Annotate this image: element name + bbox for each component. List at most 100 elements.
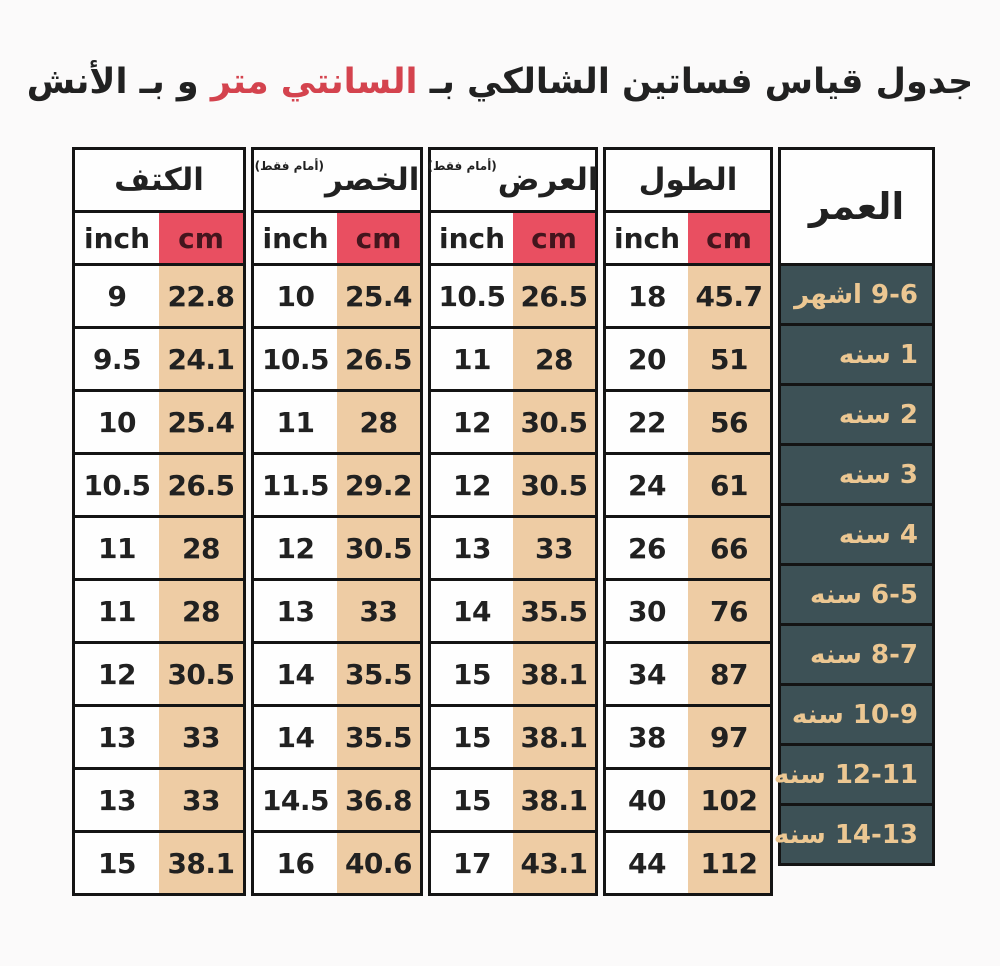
table-row: 34 87 <box>606 641 770 704</box>
cell-shoulder-cm: 28 <box>159 581 243 641</box>
table-row: 13 33 <box>75 704 243 767</box>
table-row: 44 112 <box>606 830 770 893</box>
cell-width-cm: 33 <box>513 518 595 578</box>
unit-header-row-waist: inch cm <box>254 213 420 263</box>
cell-waist-inch: 11.5 <box>261 468 330 502</box>
cell-length-cm: 56 <box>688 392 770 452</box>
unit-header-cm: cm <box>513 213 595 263</box>
table-row: 15 38.1 <box>431 767 595 830</box>
cell-shoulder-cm: 22.8 <box>159 266 243 326</box>
unit-header-cm: cm <box>337 213 420 263</box>
cell-length-inch: 24 <box>628 468 666 502</box>
cell-shoulder-cm: 33 <box>159 770 243 830</box>
cell-width-cm: 30.5 <box>513 392 595 452</box>
cell-width-inch: 12 <box>453 405 491 439</box>
cell-age: 3 سنه <box>781 443 932 503</box>
table-row: 13 33 <box>254 578 420 641</box>
column-group-waist: الخصر (أمام فقط) inch cm 10 25.4 10.5 26.5 11 28 1… <box>251 147 423 896</box>
group-note-width: (أمام فقط) <box>427 159 497 173</box>
cell-width-inch: 11 <box>453 342 491 376</box>
table-row: 30 76 <box>606 578 770 641</box>
cell-width-cm: 38.1 <box>513 707 595 767</box>
cell-waist-inch: 14.5 <box>261 783 330 817</box>
cell-length-inch: 30 <box>628 594 666 628</box>
title-text-prefix: جدول قياس فساتين الشالكي بـ <box>417 62 974 102</box>
title-highlight-cm: السانتي متر <box>210 62 418 102</box>
cell-width-cm: 30.5 <box>513 455 595 515</box>
cell-shoulder-cm: 25.4 <box>159 392 243 452</box>
cell-waist-inch: 14 <box>276 720 315 754</box>
table-row: 10.5 26.5 <box>431 263 595 326</box>
cell-width-cm: 38.1 <box>513 644 595 704</box>
table-row: 9 22.8 <box>75 263 243 326</box>
group-label-shoulder: الكتف <box>114 162 204 198</box>
table-row: 24 61 <box>606 452 770 515</box>
table-row: 10.5 26.5 <box>75 452 243 515</box>
cell-waist-cm: 35.5 <box>337 644 420 704</box>
cell-width-inch: 14 <box>453 594 491 628</box>
table-row: 12 30.5 <box>431 452 595 515</box>
table-row: 12 30.5 <box>75 641 243 704</box>
cell-width-inch: 15 <box>453 720 491 754</box>
cell-length-cm: 51 <box>688 329 770 389</box>
group-header-shoulder: الكتف <box>75 150 243 213</box>
cell-waist-cm: 36.8 <box>337 770 420 830</box>
cell-waist-cm: 28 <box>337 392 420 452</box>
cell-waist-cm: 26.5 <box>337 329 420 389</box>
table-row: 10.5 26.5 <box>254 326 420 389</box>
cell-shoulder-inch: 12 <box>98 657 136 691</box>
table-row: 14 35.5 <box>254 641 420 704</box>
cell-length-inch: 18 <box>628 279 666 313</box>
unit-header-row-shoulder: inch cm <box>75 213 243 263</box>
table-row: 15 38.1 <box>431 704 595 767</box>
age-header: العمر <box>781 150 932 263</box>
cell-length-cm: 45.7 <box>688 266 770 326</box>
table-row: 13 33 <box>431 515 595 578</box>
title-text-suffix: و بـ الأنش <box>26 62 199 102</box>
size-chart-table: الكتف inch cm 9 22.8 9.5 24.1 10 25.4 10.5 26.5 11 2… <box>72 147 935 896</box>
cell-length-cm: 87 <box>688 644 770 704</box>
cell-waist-cm: 30.5 <box>337 518 420 578</box>
cell-waist-inch: 12 <box>276 531 315 565</box>
cell-length-inch: 22 <box>628 405 666 439</box>
cell-shoulder-cm: 38.1 <box>159 833 243 893</box>
cell-length-cm: 112 <box>688 833 770 893</box>
cell-length-cm: 76 <box>688 581 770 641</box>
cell-shoulder-cm: 28 <box>159 518 243 578</box>
cell-waist-inch: 13 <box>276 594 315 628</box>
unit-header-cm: cm <box>159 213 243 263</box>
cell-shoulder-inch: 11 <box>98 594 136 628</box>
cell-length-inch: 20 <box>628 342 666 376</box>
table-row: 17 43.1 <box>431 830 595 893</box>
cell-waist-inch: 10 <box>276 279 315 313</box>
table-row: 12 30.5 <box>431 389 595 452</box>
table-row: 11 28 <box>75 578 243 641</box>
table-row: 14 35.5 <box>431 578 595 641</box>
unit-header-inch: inch <box>262 221 329 255</box>
table-row: 10 25.4 <box>254 263 420 326</box>
column-group-length: الطول inch cm 18 45.7 20 51 22 56 24 61 26 66 30 76 34 8… <box>603 147 773 896</box>
cell-width-cm: 35.5 <box>513 581 595 641</box>
table-row: 18 45.7 <box>606 263 770 326</box>
cell-age: 14-13 سنه <box>774 803 932 863</box>
page-title: جدول قياس فساتين الشالكي بـ السانتي متر … <box>0 62 1000 102</box>
column-group-age: العمر 9-6 اشهر 1 سنه 2 سنه 3 سنه 4 سنه 6-5 سنه… <box>774 147 935 866</box>
table-row: 11.5 29.2 <box>254 452 420 515</box>
cell-age: 6-5 سنه <box>781 563 932 623</box>
cell-age: 10-9 سنه <box>781 683 932 743</box>
table-row: 14.5 36.8 <box>254 767 420 830</box>
table-row: 10 25.4 <box>75 389 243 452</box>
table-row: 22 56 <box>606 389 770 452</box>
cell-waist-cm: 29.2 <box>337 455 420 515</box>
cell-length-cm: 102 <box>688 770 770 830</box>
cell-length-inch: 38 <box>628 720 666 754</box>
group-label-length: الطول <box>638 162 738 198</box>
cell-waist-inch: 11 <box>276 405 315 439</box>
cell-width-inch: 10.5 <box>438 279 506 313</box>
cell-width-inch: 12 <box>453 468 491 502</box>
cell-waist-cm: 25.4 <box>337 266 420 326</box>
table-row: 11 28 <box>431 326 595 389</box>
unit-header-row-width: inch cm <box>431 213 595 263</box>
cell-waist-cm: 35.5 <box>337 707 420 767</box>
cell-waist-inch: 16 <box>276 846 315 880</box>
